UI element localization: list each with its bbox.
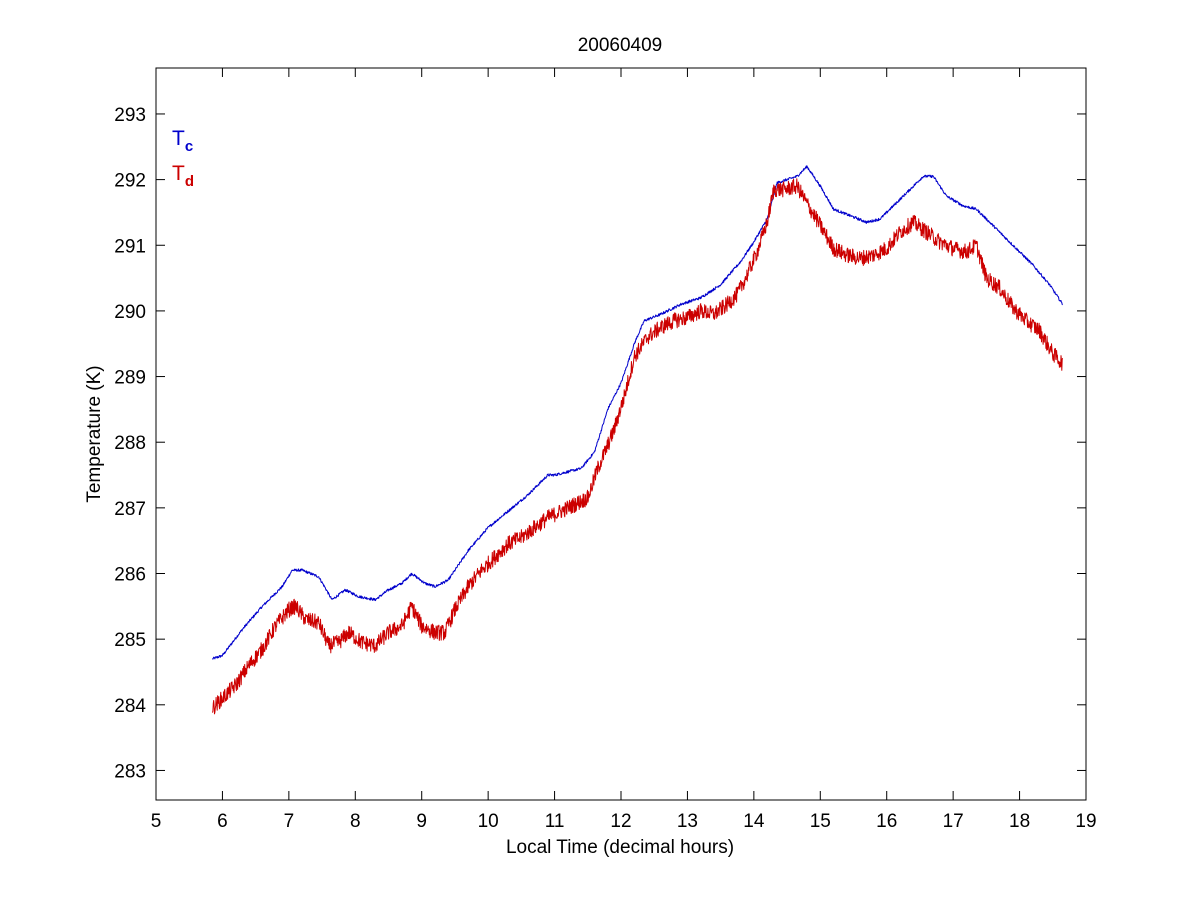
x-tick-label: 8 (350, 811, 361, 832)
legend-subscript: d (185, 173, 194, 190)
series-line-tc (212, 165, 1063, 660)
y-axis-label: Temperature (K) (84, 365, 105, 502)
x-tick-label: 18 (1009, 811, 1030, 832)
x-tick-label: 17 (943, 811, 964, 832)
y-tick-label: 290 (114, 302, 146, 323)
y-ticks: 283 284 285 286 287 288 289 290 291 292 293 (114, 105, 1086, 782)
x-tick-label: 14 (743, 811, 765, 832)
series-line-td (212, 178, 1064, 715)
y-tick-label: 283 (114, 761, 146, 782)
series-layer (212, 165, 1064, 715)
y-tick-label: 285 (114, 630, 146, 651)
x-tick-label: 10 (478, 811, 499, 832)
legend-symbol: T (172, 162, 185, 185)
x-tick-label: 15 (810, 811, 831, 832)
y-tick-label: 289 (114, 368, 146, 389)
chart-title: 20060409 (578, 35, 663, 56)
x-tick-label: 12 (610, 811, 631, 832)
x-tick-label: 7 (284, 811, 295, 832)
y-tick-label: 293 (114, 105, 146, 126)
legend-subscript: c (185, 138, 193, 155)
x-tick-label: 6 (217, 811, 228, 832)
y-tick-label: 292 (114, 171, 146, 192)
x-tick-label: 11 (545, 811, 565, 832)
x-tick-label: 19 (1075, 811, 1096, 832)
x-tick-label: 16 (876, 811, 897, 832)
x-tick-label: 9 (416, 811, 427, 832)
x-axis-label: Local Time (decimal hours) (506, 837, 734, 858)
y-tick-label: 287 (114, 499, 146, 520)
y-tick-label: 286 (114, 565, 146, 586)
legend-symbol: T (172, 127, 185, 150)
x-tick-label: 13 (677, 811, 698, 832)
legend-entry: Tc (172, 127, 193, 155)
x-tick-label: 5 (151, 811, 162, 832)
legend-entry: Td (172, 162, 194, 190)
y-tick-label: 284 (114, 696, 146, 717)
x-ticks: 5 6 7 8 9 10 11 12 13 14 15 16 17 18 19 (151, 68, 1097, 832)
y-tick-label: 288 (114, 433, 146, 454)
y-tick-label: 291 (114, 236, 146, 257)
